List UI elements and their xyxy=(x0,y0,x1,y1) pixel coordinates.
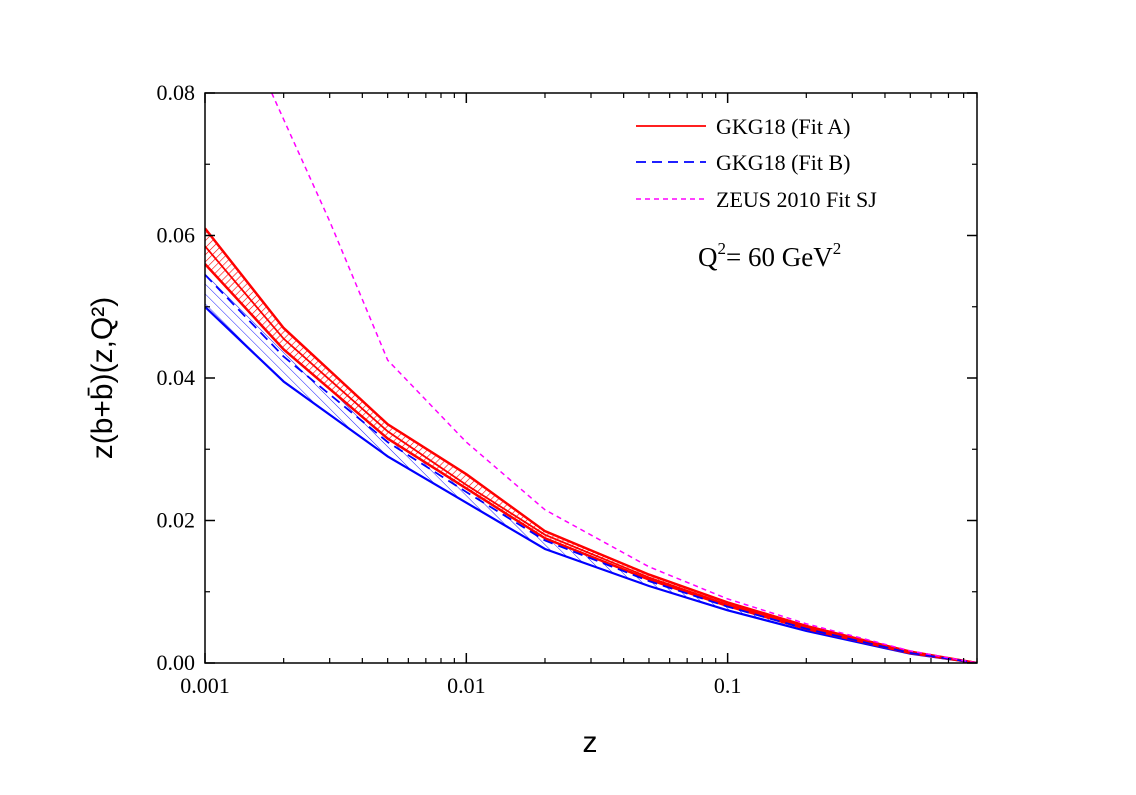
legend-label: ZEUS 2010 Fit SJ xyxy=(716,187,877,212)
band-upper-edge-fit-b xyxy=(205,252,977,663)
band-fit-a xyxy=(205,228,977,663)
x-axis-label: z xyxy=(583,726,598,759)
band-fit-b xyxy=(205,253,977,663)
legend-item-fit-a: GKG18 (Fit A) xyxy=(636,114,850,139)
axis-ticks xyxy=(204,92,978,664)
y-tick-label: 0.06 xyxy=(157,223,196,248)
x-tick-label: 0.1 xyxy=(714,673,742,698)
legend-item-fit-b: GKG18 (Fit B) xyxy=(636,150,850,175)
series-lines xyxy=(205,93,977,663)
legend-label: GKG18 (Fit A) xyxy=(716,114,850,139)
y-tick-label: 0.04 xyxy=(157,365,196,390)
band-upper-edge-fit-a xyxy=(205,227,977,663)
y-tick-label: 0.02 xyxy=(157,508,196,533)
series-line-zeus xyxy=(271,93,977,663)
y-axis-label: z(b+b̄)(z,Q²) xyxy=(86,297,119,460)
x-tick-label: 0.01 xyxy=(447,673,486,698)
x-tick-label: 0.001 xyxy=(180,673,230,698)
band-lower-edge-fit-b xyxy=(205,306,977,663)
series-line-fit-b xyxy=(205,274,977,663)
y-tick-label: 0.08 xyxy=(157,80,196,105)
q2-annotation: Q2= 60 GeV2 xyxy=(698,239,841,272)
band-lower-edge-fit-a xyxy=(205,263,977,663)
legend-label: GKG18 (Fit B) xyxy=(716,150,850,175)
y-tick-label: 0.00 xyxy=(157,650,196,675)
series-line-fit-a xyxy=(205,245,977,663)
axis-tick-labels: 0.00 0.02 0.04 0.06 0.08 0.001 0.01 0.1 xyxy=(157,80,742,698)
legend-item-zeus: ZEUS 2010 Fit SJ xyxy=(636,187,877,212)
legend: GKG18 (Fit A) GKG18 (Fit B) ZEUS 2010 Fit … xyxy=(636,114,877,212)
uncertainty-bands xyxy=(205,227,977,663)
